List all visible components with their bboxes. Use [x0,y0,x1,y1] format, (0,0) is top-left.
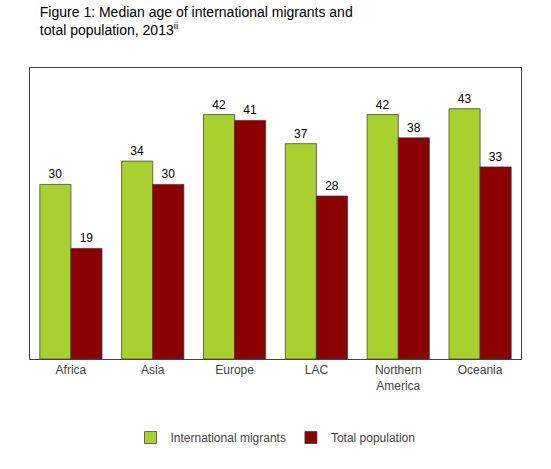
svg-text:International migrants: International migrants [171,431,286,445]
svg-text:NorthernAmerica: NorthernAmerica [375,363,422,393]
svg-text:34: 34 [130,144,144,158]
svg-text:30: 30 [161,167,175,181]
svg-text:Asia: Asia [141,363,165,377]
svg-text:Europe: Europe [215,363,254,377]
svg-text:41: 41 [243,103,257,117]
svg-text:Total population: Total population [331,431,415,445]
svg-text:28: 28 [325,179,339,193]
svg-text:33: 33 [489,150,503,164]
svg-text:42: 42 [212,98,226,112]
svg-text:30: 30 [49,167,63,181]
svg-text:37: 37 [294,127,308,141]
svg-text:43: 43 [458,92,472,106]
svg-text:LAC: LAC [305,363,329,377]
svg-text:42: 42 [376,98,390,112]
svg-text:19: 19 [80,231,94,245]
svg-text:Oceania: Oceania [458,363,503,377]
svg-text:Figure 1: Median age of intern: Figure 1: Median age of international mi… [40,4,353,38]
svg-text:Africa: Africa [56,363,87,377]
svg-text:38: 38 [407,121,421,135]
